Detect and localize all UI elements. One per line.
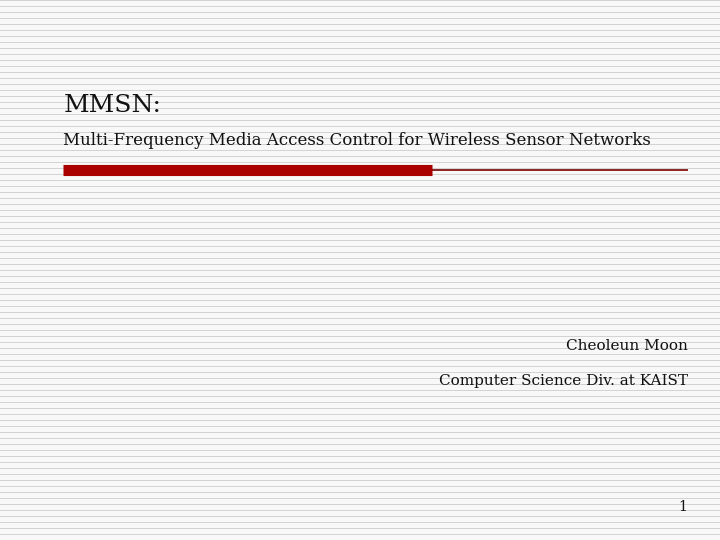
Text: Cheoleun Moon: Cheoleun Moon — [566, 339, 688, 353]
Text: Computer Science Div. at KAIST: Computer Science Div. at KAIST — [438, 374, 688, 388]
Text: MMSN:: MMSN: — [63, 94, 161, 117]
Text: 1: 1 — [679, 500, 688, 514]
Text: Multi-Frequency Media Access Control for Wireless Sensor Networks: Multi-Frequency Media Access Control for… — [63, 132, 651, 149]
